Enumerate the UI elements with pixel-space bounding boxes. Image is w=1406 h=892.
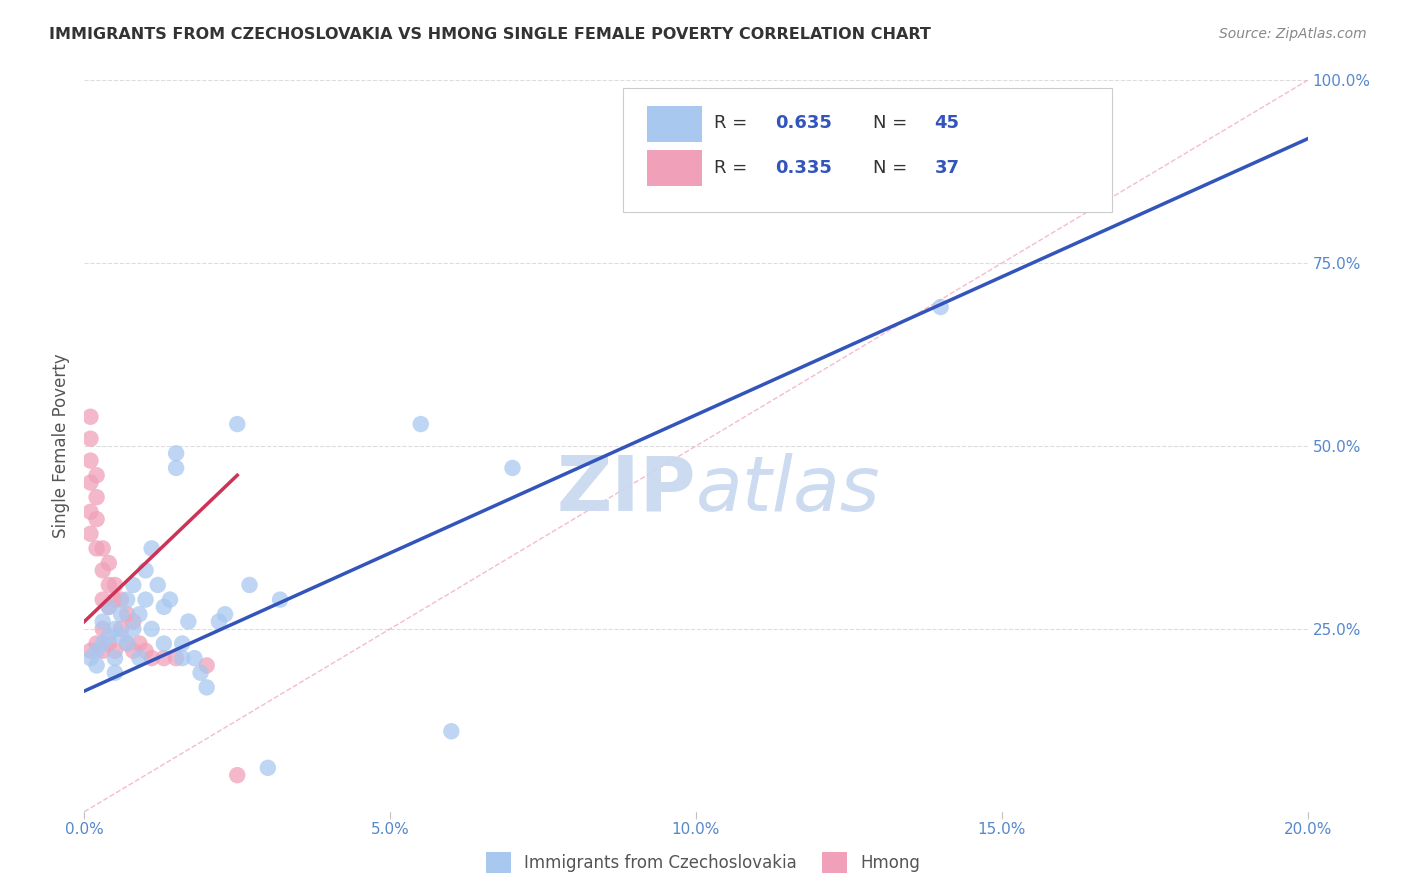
Point (110, 607, 132, 622)
Point (128, 636, 150, 650)
Point (141, 541, 163, 556)
Point (110, 629, 132, 643)
Text: ZIP: ZIP (557, 453, 696, 527)
Point (257, 761, 280, 775)
Point (104, 651, 127, 665)
Point (97, 556, 120, 570)
Legend: Immigrants from Czechoslovakia, Hmong: Immigrants from Czechoslovakia, Hmong (479, 846, 927, 880)
Point (195, 658, 218, 673)
Point (146, 578, 169, 592)
Text: 0.335: 0.335 (776, 159, 832, 177)
Point (929, 300, 952, 314)
Point (79, 651, 101, 665)
Point (86, 468, 108, 483)
Point (177, 615, 200, 629)
Point (97, 578, 120, 592)
Point (159, 592, 181, 607)
Point (97, 599, 120, 614)
Point (153, 599, 176, 614)
Point (91, 615, 114, 629)
Point (97, 636, 120, 650)
Point (91, 644, 114, 658)
Text: R =: R = (714, 159, 754, 177)
FancyBboxPatch shape (623, 87, 1112, 212)
Point (409, 417, 432, 431)
Text: N =: N = (873, 113, 914, 132)
Point (79, 409, 101, 424)
Point (214, 607, 236, 622)
Point (195, 681, 218, 695)
Text: IMMIGRANTS FROM CZECHOSLOVAKIA VS HMONG SINGLE FEMALE POVERTY CORRELATION CHART: IMMIGRANTS FROM CZECHOSLOVAKIA VS HMONG … (49, 27, 931, 42)
Point (135, 563, 157, 577)
Point (79, 475, 101, 490)
Point (122, 622, 145, 636)
Point (172, 651, 194, 665)
Point (91, 541, 114, 556)
Point (115, 592, 138, 607)
Point (91, 636, 114, 650)
Point (79, 505, 101, 519)
Point (165, 446, 187, 460)
Point (86, 490, 108, 504)
Point (79, 453, 101, 467)
Point (141, 622, 163, 636)
Point (104, 622, 127, 636)
Point (502, 461, 524, 475)
Point (153, 651, 176, 665)
Point (122, 578, 145, 592)
Point (86, 512, 108, 526)
Point (172, 636, 194, 650)
Point (226, 768, 249, 782)
Point (86, 658, 108, 673)
Point (128, 651, 150, 665)
Point (141, 651, 163, 665)
Text: 37: 37 (935, 159, 959, 177)
Point (238, 578, 260, 592)
Point (79, 526, 101, 541)
Y-axis label: Single Female Poverty: Single Female Poverty (52, 354, 70, 538)
Point (208, 615, 231, 629)
Bar (647, 106, 702, 143)
Text: 45: 45 (935, 113, 959, 132)
Point (190, 665, 212, 680)
Point (269, 592, 291, 607)
Text: N =: N = (873, 159, 914, 177)
Point (110, 592, 132, 607)
Point (104, 578, 127, 592)
Point (183, 651, 205, 665)
Point (97, 629, 120, 643)
Point (115, 636, 138, 650)
Bar (647, 150, 702, 186)
Point (86, 636, 108, 650)
Point (115, 636, 138, 650)
Point (97, 599, 120, 614)
Point (104, 665, 127, 680)
Point (1052, 139, 1074, 153)
Point (165, 461, 187, 475)
Point (135, 592, 157, 607)
Point (86, 541, 108, 556)
Point (79, 644, 101, 658)
Point (110, 622, 132, 636)
Point (165, 651, 187, 665)
Text: Source: ZipAtlas.com: Source: ZipAtlas.com (1219, 27, 1367, 41)
Point (104, 644, 127, 658)
Point (104, 592, 127, 607)
Point (122, 615, 145, 629)
Text: atlas: atlas (696, 453, 880, 527)
Point (153, 636, 176, 650)
Point (91, 622, 114, 636)
Point (128, 607, 150, 622)
Point (440, 724, 463, 739)
Point (79, 432, 101, 446)
Point (135, 644, 157, 658)
Point (115, 607, 138, 622)
Text: R =: R = (714, 113, 754, 132)
Point (86, 644, 108, 658)
Text: 0.635: 0.635 (776, 113, 832, 132)
Point (122, 644, 145, 658)
Point (226, 417, 249, 431)
Point (91, 563, 114, 577)
Point (91, 592, 114, 607)
